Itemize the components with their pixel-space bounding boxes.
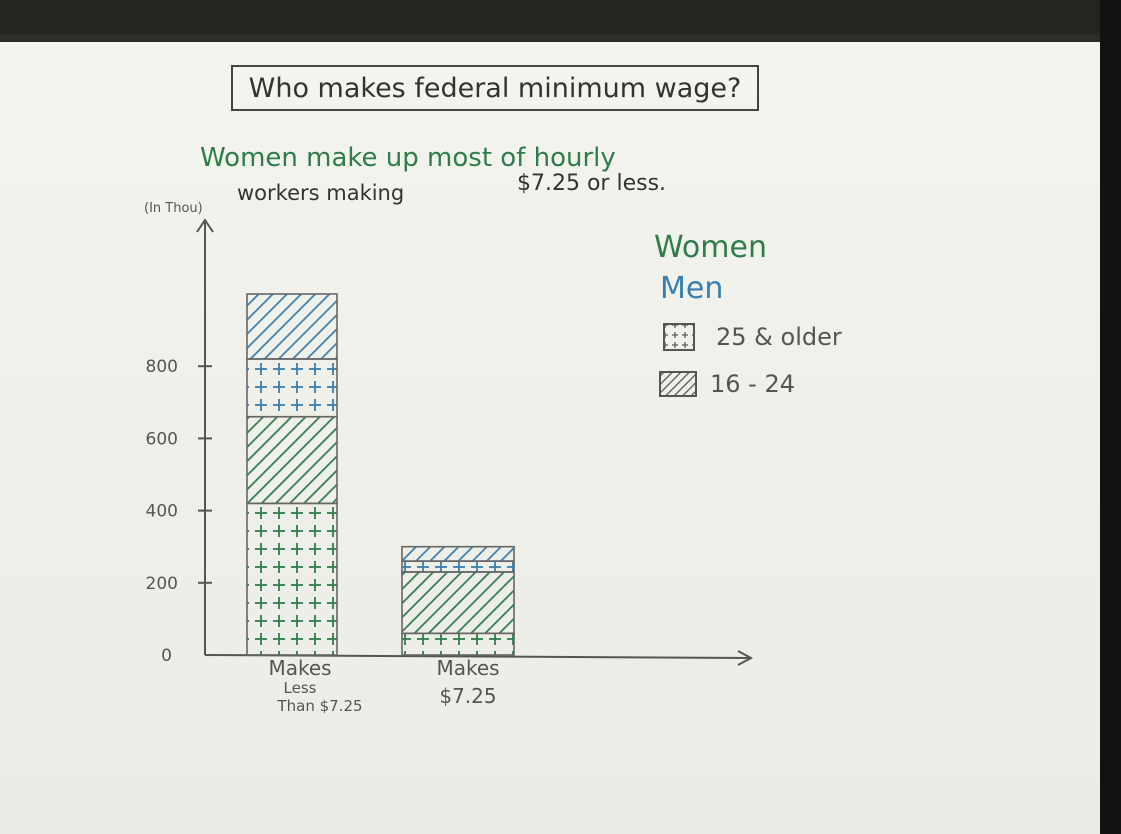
y-tick-label: 0 <box>161 646 172 666</box>
legend-swatch-older <box>663 323 695 351</box>
chart-subtitle-value: $7.25 or less. <box>517 171 666 196</box>
chart-title: Who makes federal minimum wage? <box>249 73 742 104</box>
y-tick-label: 200 <box>146 574 178 594</box>
bar-segment-women-older <box>401 632 515 656</box>
bar-segment-men-young <box>246 293 338 360</box>
y-ticks: 0 200 400 600 800 <box>146 357 212 666</box>
chart-subtitle-line1: Women make up most of hourly <box>200 143 616 173</box>
y-axis-label: (In Thou) <box>144 201 203 216</box>
desk-edge <box>1100 0 1121 834</box>
bar-segment-men-older <box>246 358 338 418</box>
legend-men-label: Men <box>660 271 723 306</box>
paper-sheet <box>0 42 1100 834</box>
bar-segment-women-young <box>401 571 515 635</box>
bar-segment-men-older <box>401 560 515 573</box>
legend-swatch-young <box>659 371 697 397</box>
legend-older-label: 25 & older <box>716 323 842 351</box>
bar-segment-women-older <box>246 502 338 656</box>
y-axis-arrow <box>196 218 214 233</box>
chart-subtitle-line2: workers making <box>237 181 404 205</box>
bar-segment-men-young <box>401 545 515 562</box>
category-label: $7.25 <box>439 684 496 708</box>
category-label: Makes <box>268 656 331 680</box>
y-tick-label: 400 <box>146 502 178 522</box>
title-box <box>231 65 759 111</box>
category-label: Makes <box>436 656 499 680</box>
legend-young-label: 16 - 24 <box>710 370 795 398</box>
y-tick-label: 800 <box>146 357 178 377</box>
y-tick-label: 600 <box>146 429 178 449</box>
legend: Women Men 25 & older 16 - 24 <box>654 230 842 398</box>
x-axis-arrow <box>737 650 754 666</box>
category-label: Less <box>284 679 317 697</box>
legend-women-label: Women <box>654 230 767 265</box>
paper-shadow <box>0 34 1100 44</box>
category-label: Than $7.25 <box>276 697 362 715</box>
bar-segment-women-young <box>246 415 338 505</box>
bars <box>246 293 515 656</box>
